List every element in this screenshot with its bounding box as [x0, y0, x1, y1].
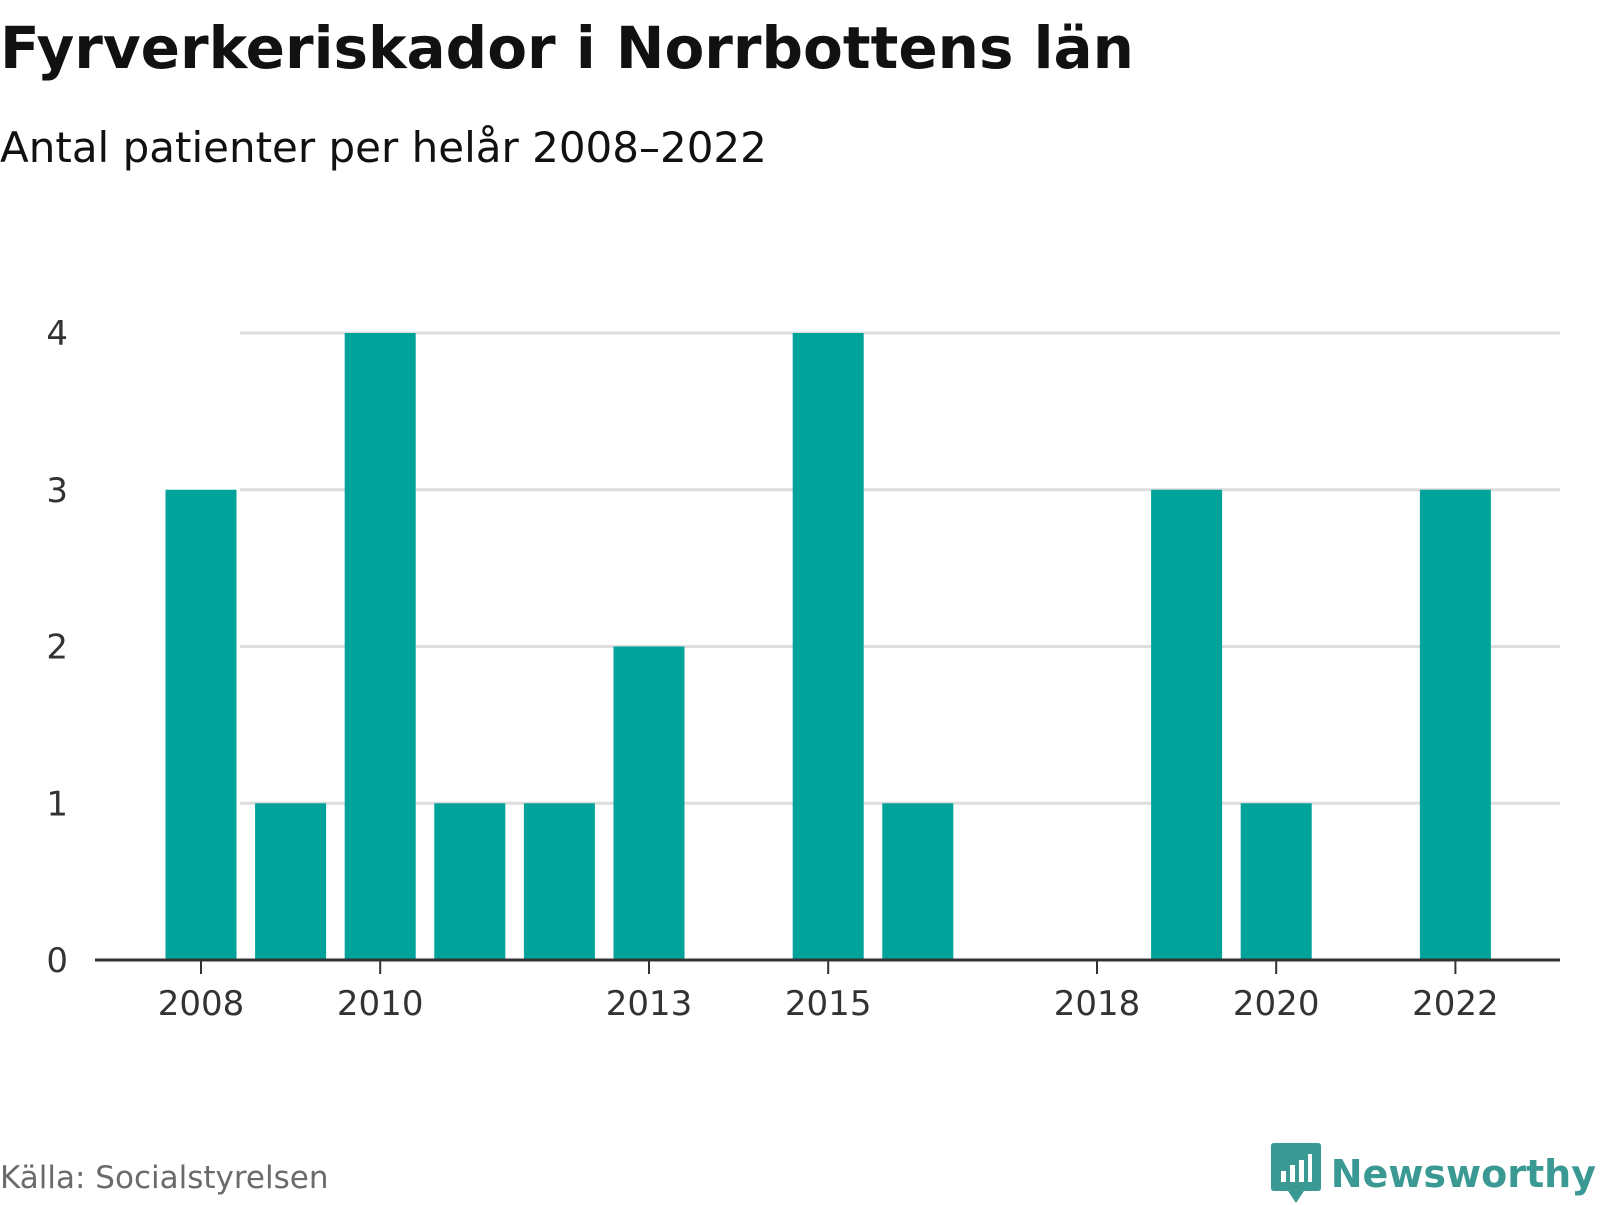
x-tick-label: 2020	[1233, 984, 1320, 1024]
bars	[165, 333, 1491, 960]
bar-2020	[1240, 803, 1312, 960]
x-tick-label: 2008	[158, 984, 245, 1024]
y-tick-label: 2	[46, 628, 68, 668]
bar-2010	[344, 333, 416, 960]
bar-2022	[1419, 489, 1491, 960]
bar-2008	[165, 489, 237, 960]
bar-2009	[255, 803, 327, 960]
bar-2013	[613, 646, 685, 960]
y-tick-label: 1	[46, 784, 68, 824]
bar-2019	[1151, 489, 1223, 960]
bar-2015	[792, 333, 864, 960]
chart-subtitle: Antal patienter per helår 2008–2022	[0, 123, 767, 172]
bar-chart: 0 1 2 3 4 2008 2010 2013 2015 2018 2020 2022	[46, 314, 1560, 1024]
x-tick-label: 2013	[606, 984, 693, 1024]
x-tick-label: 2010	[337, 984, 424, 1024]
logo-text: Newsworthy	[1330, 1152, 1596, 1196]
gridlines	[240, 331, 1560, 805]
newsworthy-logo: Newsworthy	[1270, 1143, 1596, 1205]
bar-chart-speech-bubble-icon	[1270, 1143, 1321, 1203]
x-tick-label: 2022	[1412, 984, 1499, 1024]
x-tick-labels: 2008 2010 2013 2015 2018 2020 2022	[158, 984, 1499, 1024]
x-tick-label: 2018	[1054, 984, 1141, 1024]
chart-title: Fyrverkeriskador i Norrbottens län	[0, 14, 1134, 82]
y-tick-label: 0	[46, 941, 68, 981]
y-tick-labels: 0 1 2 3 4	[46, 314, 68, 981]
source-note: Källa: Socialstyrelsen	[0, 1160, 329, 1196]
y-tick-label: 3	[46, 471, 68, 511]
y-tick-label: 4	[46, 314, 68, 354]
x-tick-label: 2015	[785, 984, 872, 1024]
bar-2011	[434, 803, 506, 960]
bar-2016	[882, 803, 954, 960]
x-axis	[95, 958, 1560, 974]
bar-2012	[523, 803, 595, 960]
